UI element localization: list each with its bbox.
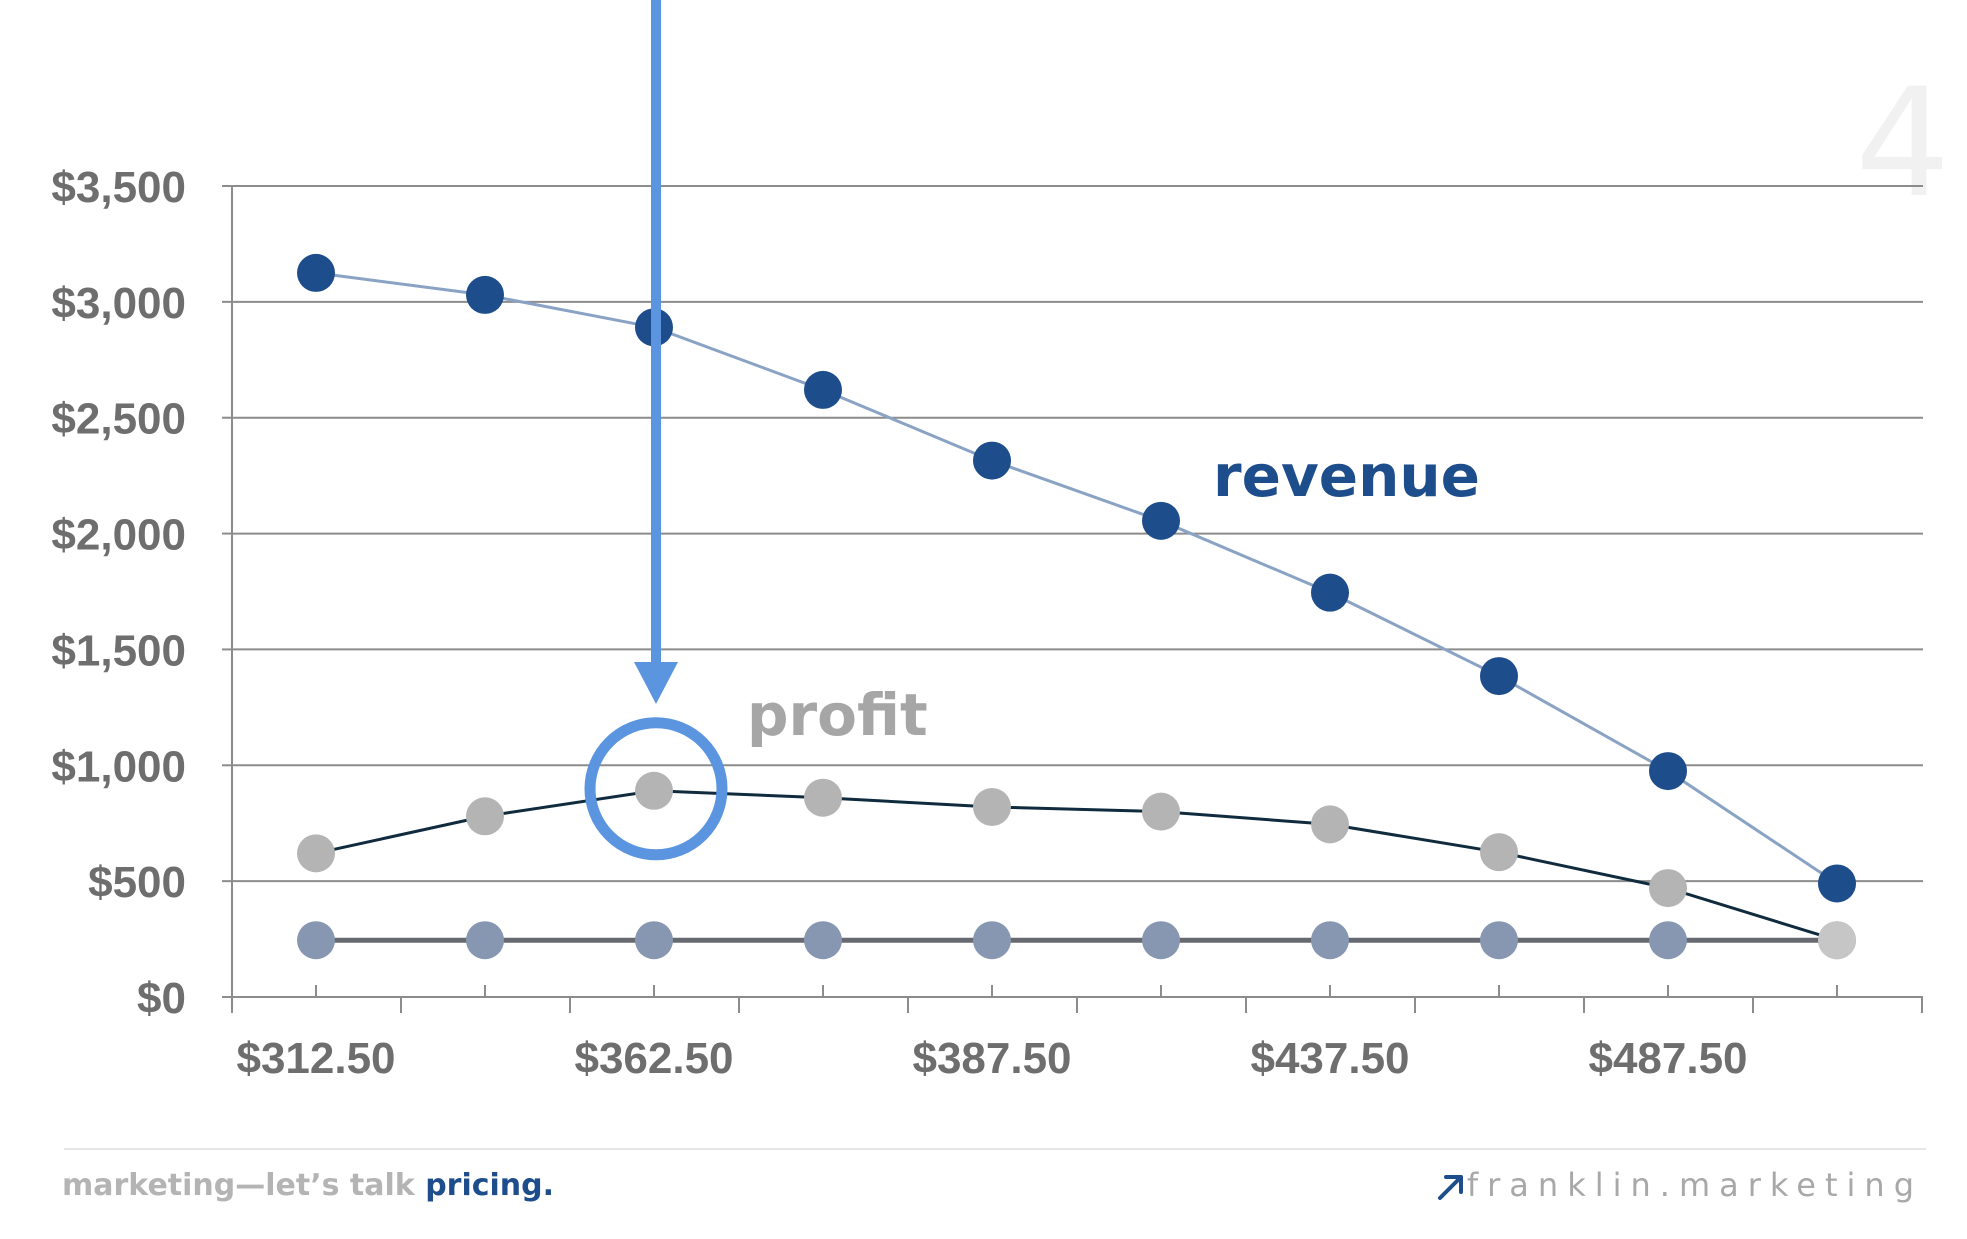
x-tick-label: $362.50 (574, 1034, 733, 1083)
tagline-prefix: marketing—let’s talk (62, 1168, 426, 1203)
series-layer (297, 253, 1856, 960)
data-point-revenue (1818, 864, 1856, 903)
data-point-profit (804, 778, 842, 817)
series-label-profit: profit (747, 681, 928, 749)
data-point-series-2 (973, 921, 1011, 960)
tagline-accent: pricing (425, 1168, 543, 1203)
arrow-up-right-icon (1438, 1175, 1463, 1200)
data-point-profit (297, 834, 335, 873)
footer-divider (64, 1148, 1926, 1150)
data-point-series-2 (635, 921, 673, 960)
data-point-revenue (466, 275, 504, 314)
x-axis-tick-labels: $312.50 $362.50 $387.50 $437.50 $487.50 (236, 1034, 1747, 1083)
page-number: 4 (1855, 57, 1950, 231)
footer-site[interactable]: franklin.marketing (1466, 1166, 1923, 1204)
footer-tagline: marketing—let’s talk pricing. (62, 1168, 554, 1203)
series-label-revenue: revenue (1213, 442, 1480, 510)
tagline-suffix: . (542, 1168, 555, 1203)
data-point-profit (635, 771, 673, 810)
data-point-profit (1311, 805, 1349, 844)
data-point-series-2 (297, 921, 335, 960)
y-tick-label: $1,500 (51, 626, 186, 675)
highlight-circle (584, 717, 728, 861)
data-point-series-2 (466, 921, 504, 960)
highlight-arrow-head (634, 662, 678, 704)
data-point-profit (973, 787, 1011, 826)
y-tick-label: $3,500 (51, 163, 186, 212)
data-point-revenue (297, 253, 335, 292)
x-axis (231, 186, 1923, 1013)
x-tick-label: $387.50 (912, 1034, 1071, 1083)
series-line-profit (315, 789, 1838, 942)
data-point-profit (1480, 833, 1518, 872)
data-point-profit (466, 797, 504, 836)
y-tick-label: $0 (137, 974, 186, 1023)
y-tick-label: $2,000 (51, 511, 186, 560)
data-point-revenue (804, 370, 842, 409)
data-point-series-2 (1649, 921, 1687, 960)
x-tick-label: $437.50 (1250, 1034, 1409, 1083)
highlight-arrow-shaft (651, 0, 661, 670)
data-point-profit (1142, 792, 1180, 831)
annotations (584, 0, 728, 861)
data-point-profit (1818, 921, 1856, 960)
data-point-series-2 (804, 921, 842, 960)
data-point-revenue (1311, 573, 1349, 612)
data-point-revenue (1480, 657, 1518, 696)
data-point-revenue (1649, 752, 1687, 791)
data-point-series-2 (1480, 921, 1518, 960)
y-tick-label: $3,000 (51, 279, 186, 328)
y-tick-label: $2,500 (51, 395, 186, 444)
data-point-series-2 (1311, 921, 1349, 960)
x-tick-label: $312.50 (236, 1034, 395, 1083)
data-point-revenue (1142, 501, 1180, 540)
series-line-revenue (315, 271, 1838, 885)
data-point-revenue (973, 441, 1011, 480)
data-point-profit (1649, 869, 1687, 908)
data-point-series-2 (1142, 921, 1180, 960)
x-tick-label: $487.50 (1588, 1034, 1747, 1083)
y-tick-label: $1,000 (51, 742, 186, 791)
y-axis-tick-labels: $0 $500 $1,000 $1,500 $2,000 $2,500 $3,000 $3,5… (51, 163, 186, 1023)
y-tick-label: $500 (88, 858, 186, 907)
